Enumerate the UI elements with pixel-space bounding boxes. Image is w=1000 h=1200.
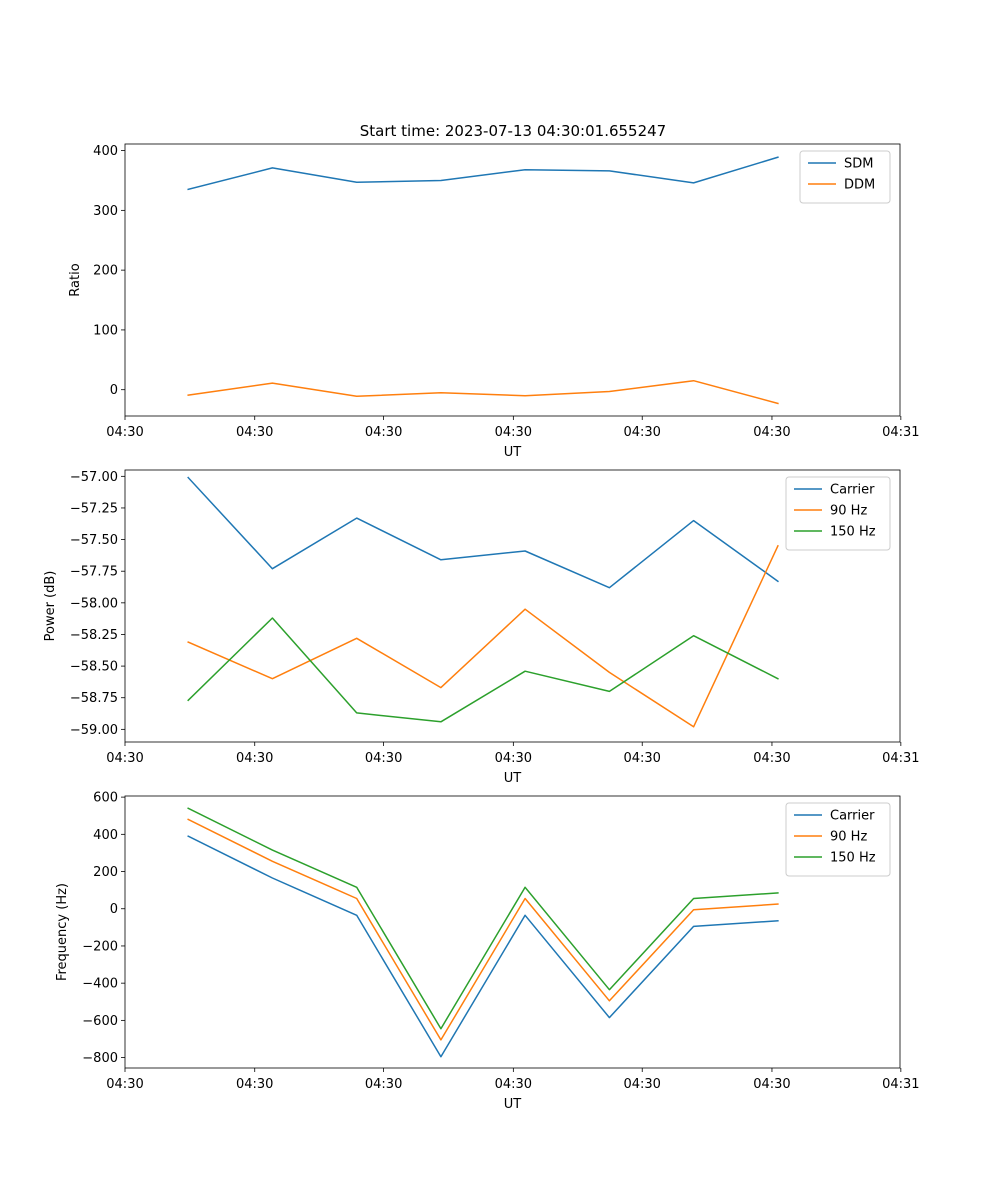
x-tick-label: 04:30 — [623, 1077, 660, 1092]
legend: SDM DDM — [799, 150, 891, 204]
x-tick-label: 04:30 — [236, 425, 273, 440]
x-tick-label: 04:30 — [495, 1077, 532, 1092]
x-tick-label: 04:30 — [495, 425, 532, 440]
series-line-90-hz — [187, 544, 779, 728]
legend-label: 150 Hz — [830, 525, 876, 540]
x-tick-label: 04:30 — [623, 751, 660, 766]
legend-label: 150 Hz — [830, 851, 876, 866]
x-tick-label: 04:30 — [106, 751, 143, 766]
legend-label: SDM — [844, 157, 873, 172]
y-tick-label: −59.00 — [70, 723, 118, 738]
y-tick-label: 400 — [93, 828, 118, 843]
subplot-1: 04:30 04:30 04:30 04:30 04:30 04:30 04:31 0 100 2… — [68, 143, 920, 460]
series-line-150-hz — [187, 617, 779, 723]
y-tick-label: 0 — [110, 383, 118, 398]
y-tick-label: −400 — [82, 977, 118, 992]
legend: Carrier 90 Hz 150 Hz — [785, 476, 891, 551]
x-tick-label: 04:30 — [753, 751, 790, 766]
y-tick-label: 400 — [93, 144, 118, 159]
y-tick-label: −58.25 — [70, 628, 118, 643]
x-axis-label: UT — [504, 445, 522, 460]
y-tick-label: 0 — [110, 902, 118, 917]
series-line-150-hz — [187, 807, 779, 1030]
legend-label: DDM — [844, 178, 875, 193]
subplot-2: 04:30 04:30 04:30 04:30 04:30 04:30 04:31 −57.0… — [43, 469, 920, 786]
legend-label: 90 Hz — [830, 830, 867, 845]
legend-box — [799, 150, 891, 204]
x-tick-label: 04:31 — [882, 751, 919, 766]
y-tick-label: −57.00 — [70, 470, 118, 485]
y-tick-label: 100 — [93, 323, 118, 338]
legend-label: Carrier — [830, 809, 875, 824]
x-tick-label: 04:30 — [495, 751, 532, 766]
legend-label: Carrier — [830, 483, 875, 498]
series-line-90-hz — [187, 818, 779, 1041]
y-tick-label: −57.25 — [70, 501, 118, 516]
series-line-carrier — [187, 835, 779, 1058]
y-tick-label: −200 — [82, 939, 118, 954]
axes-frame — [124, 469, 901, 743]
x-tick-label: 04:30 — [753, 1077, 790, 1092]
y-axis-label: Frequency (Hz) — [55, 883, 70, 981]
x-tick-label: 04:30 — [623, 425, 660, 440]
axes-frame — [124, 143, 901, 417]
x-tick-label: 04:30 — [753, 425, 790, 440]
axes-frame — [124, 795, 901, 1069]
legend: Carrier 90 Hz 150 Hz — [785, 802, 891, 877]
y-tick-label: −600 — [82, 1014, 118, 1029]
y-tick-label: 200 — [93, 865, 118, 880]
x-axis-label: UT — [504, 1097, 522, 1112]
series-line-ddm — [187, 379, 779, 405]
series-line-sdm — [187, 156, 779, 191]
x-tick-label: 04:30 — [365, 425, 402, 440]
x-tick-label: 04:31 — [882, 425, 919, 440]
series-line-carrier — [187, 476, 779, 589]
x-tick-label: 04:30 — [236, 751, 273, 766]
y-tick-label: −58.00 — [70, 596, 118, 611]
x-tick-label: 04:31 — [882, 1077, 919, 1092]
x-tick-label: 04:30 — [365, 751, 402, 766]
plots: 04:30 04:30 04:30 04:30 04:30 04:30 04:31 0 100 2… — [43, 143, 920, 1112]
y-axis-label: Ratio — [68, 263, 83, 296]
x-axis-label: UT — [504, 771, 522, 786]
subplot-3: 04:30 04:30 04:30 04:30 04:30 04:30 04:31 600 40… — [55, 791, 920, 1112]
x-tick-label: 04:30 — [236, 1077, 273, 1092]
x-tick-label: 04:30 — [106, 1077, 143, 1092]
y-tick-label: 200 — [93, 264, 118, 279]
y-tick-label: −58.50 — [70, 660, 118, 675]
y-tick-label: −800 — [82, 1051, 118, 1066]
y-tick-label: −57.50 — [70, 533, 118, 548]
legend-label: 90 Hz — [830, 504, 867, 519]
y-tick-label: −57.75 — [70, 565, 118, 580]
x-tick-label: 04:30 — [106, 425, 143, 440]
x-tick-label: 04:30 — [365, 1077, 402, 1092]
y-tick-label: 300 — [93, 204, 118, 219]
y-tick-label: 600 — [93, 791, 118, 806]
figure-title: Start time: 2023-07-13 04:30:01.655247 — [360, 122, 666, 140]
y-tick-label: −58.75 — [70, 691, 118, 706]
y-axis-label: Power (dB) — [43, 571, 58, 642]
